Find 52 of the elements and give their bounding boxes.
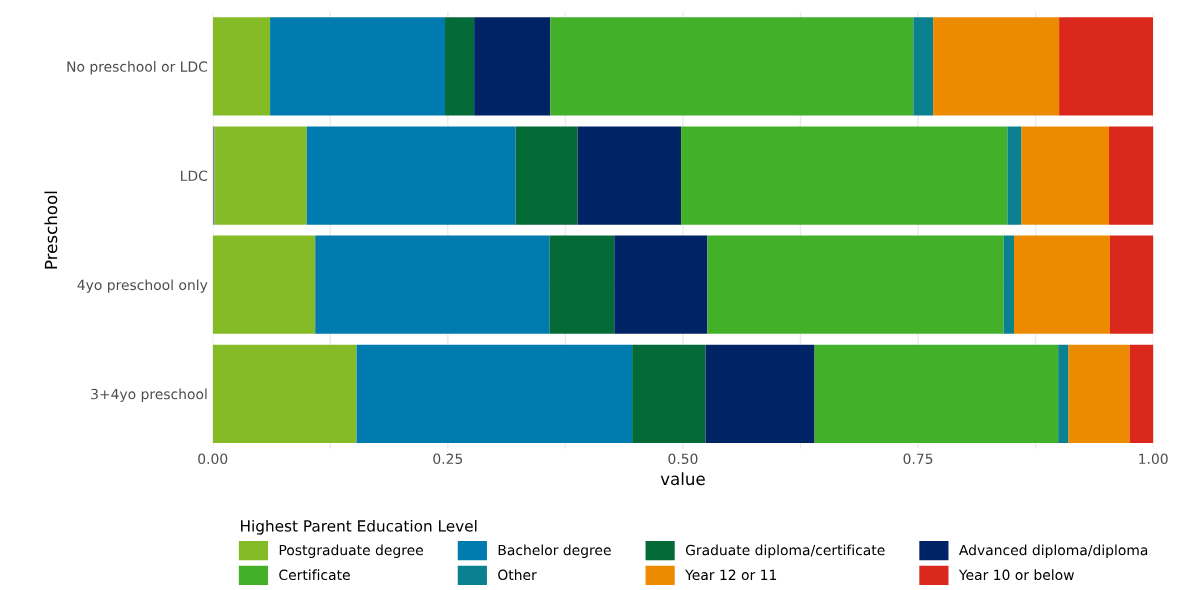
y-tick-label: 4yo preschool only [77, 279, 208, 293]
y-tick-label: 3+4yo preschool [91, 388, 207, 402]
bar [1021, 126, 1109, 225]
bar [681, 126, 1008, 225]
bar [549, 235, 615, 334]
bar [550, 17, 914, 116]
x-axis-title: value [660, 472, 705, 486]
bar [1003, 235, 1014, 334]
bar [212, 17, 271, 116]
x-tick-label: 0.50 [668, 453, 698, 465]
x-tick-label: 0.25 [433, 453, 463, 465]
bar [1058, 344, 1069, 443]
bar [1108, 126, 1154, 225]
legend-label: Year 12 or 11 [685, 569, 777, 581]
bar [270, 17, 445, 116]
legend-title: Highest Parent Education Level [241, 519, 477, 535]
y-tick-label: No preschool or LDC [67, 61, 208, 75]
x-tick-label: 1.00 [1139, 453, 1168, 465]
bar [1007, 126, 1022, 225]
y-tick-label: LDC [181, 170, 208, 181]
bar [474, 17, 551, 116]
bar [212, 235, 316, 334]
bar [306, 126, 516, 225]
x-tick-label: 0.75 [903, 453, 933, 465]
bar [1059, 17, 1154, 116]
x-tick-label: 0.00 [198, 453, 228, 465]
bar [1013, 235, 1110, 334]
legend-label: Certificate [279, 569, 350, 581]
bar [933, 17, 1060, 116]
legend-label: Other [498, 569, 537, 581]
bar [445, 17, 475, 116]
bar [577, 126, 682, 225]
legend-label: Year 10 or below [958, 569, 1074, 581]
bar [632, 344, 706, 443]
y-axis-title: Preschool [44, 191, 58, 269]
bar [814, 344, 1059, 443]
bar [705, 344, 815, 443]
legend-label: Graduate diploma/certificate [685, 544, 885, 558]
bar [614, 235, 708, 334]
bar [315, 235, 550, 334]
bar [212, 344, 357, 443]
bar [1068, 344, 1130, 443]
bar [356, 344, 633, 443]
bar [515, 126, 578, 225]
bar [1109, 235, 1154, 334]
legend-label: Bachelor degree [498, 544, 611, 558]
bar [1129, 344, 1154, 443]
legend-label: Postgraduate degree [279, 544, 423, 558]
legend-label: Advanced diploma/diploma [959, 544, 1148, 558]
bar [214, 126, 307, 225]
bar [913, 17, 934, 116]
bar [707, 235, 1004, 334]
